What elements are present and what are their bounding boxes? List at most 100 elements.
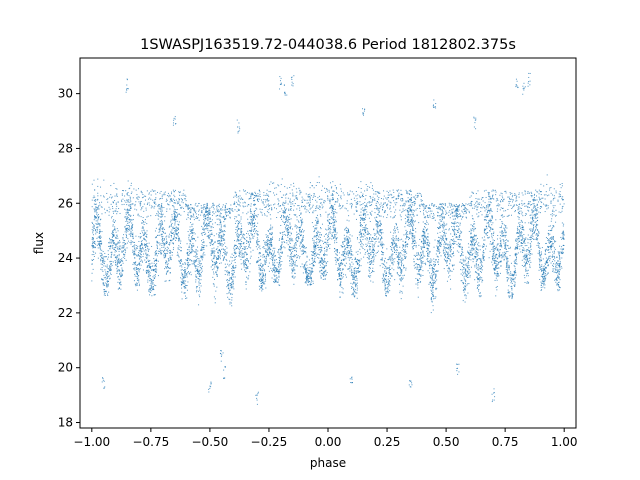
data-point bbox=[272, 253, 274, 255]
data-point bbox=[227, 263, 229, 265]
data-point bbox=[368, 252, 370, 254]
data-point bbox=[222, 230, 224, 232]
data-point bbox=[136, 255, 138, 257]
data-point bbox=[158, 204, 160, 206]
data-point bbox=[304, 269, 306, 271]
data-point bbox=[314, 249, 316, 251]
data-point bbox=[204, 254, 206, 256]
data-point bbox=[239, 249, 241, 251]
data-point bbox=[130, 243, 132, 245]
data-point bbox=[107, 277, 109, 279]
data-point bbox=[334, 240, 336, 242]
data-point bbox=[91, 254, 93, 256]
data-point bbox=[135, 201, 137, 203]
data-point bbox=[189, 240, 191, 242]
data-point bbox=[212, 211, 214, 213]
data-point bbox=[193, 244, 195, 246]
data-point bbox=[167, 247, 169, 249]
data-point bbox=[323, 271, 325, 273]
data-point bbox=[349, 244, 351, 246]
data-point bbox=[223, 215, 225, 217]
data-point bbox=[229, 298, 231, 300]
data-point bbox=[269, 183, 271, 185]
data-point bbox=[355, 258, 357, 260]
data-point bbox=[240, 234, 242, 236]
data-point bbox=[340, 188, 342, 190]
data-point bbox=[165, 262, 166, 264]
data-point bbox=[225, 208, 227, 210]
data-point bbox=[243, 253, 245, 255]
data-point bbox=[216, 275, 218, 277]
data-point bbox=[96, 223, 98, 225]
data-point bbox=[332, 194, 334, 196]
data-point bbox=[373, 244, 375, 246]
data-point bbox=[170, 235, 172, 237]
data-point bbox=[185, 259, 187, 261]
data-point bbox=[240, 233, 242, 235]
data-point bbox=[206, 207, 208, 208]
data-point bbox=[252, 249, 254, 251]
data-point bbox=[212, 283, 214, 285]
data-point bbox=[275, 271, 277, 273]
data-point bbox=[176, 227, 178, 229]
data-point bbox=[180, 264, 182, 266]
data-point bbox=[314, 195, 316, 197]
data-point bbox=[194, 261, 196, 263]
data-point bbox=[349, 264, 351, 266]
data-point bbox=[120, 281, 122, 283]
data-point bbox=[350, 254, 352, 256]
data-point bbox=[169, 208, 171, 210]
data-point bbox=[323, 199, 325, 201]
data-point bbox=[362, 247, 364, 249]
data-point bbox=[119, 249, 121, 250]
data-point bbox=[153, 260, 155, 262]
data-point bbox=[113, 242, 115, 244]
data-point bbox=[283, 217, 285, 219]
data-point bbox=[292, 203, 294, 205]
data-point bbox=[232, 269, 234, 271]
data-point bbox=[100, 186, 102, 188]
data-point bbox=[267, 265, 269, 267]
data-point bbox=[353, 282, 355, 284]
data-point bbox=[206, 217, 208, 219]
data-point bbox=[252, 226, 254, 228]
data-point bbox=[151, 290, 153, 292]
data-point bbox=[125, 201, 127, 203]
data-point bbox=[374, 208, 376, 210]
data-point bbox=[173, 206, 175, 208]
data-point bbox=[217, 246, 219, 248]
data-point bbox=[243, 243, 245, 245]
data-point bbox=[150, 286, 152, 288]
data-point bbox=[101, 206, 103, 208]
data-point bbox=[161, 239, 163, 241]
data-point bbox=[307, 196, 309, 198]
data-point bbox=[319, 260, 321, 262]
data-point bbox=[118, 247, 120, 249]
data-point bbox=[183, 189, 185, 191]
data-point bbox=[211, 240, 213, 242]
data-point bbox=[173, 247, 175, 249]
data-point bbox=[245, 248, 247, 250]
data-point bbox=[324, 191, 326, 193]
data-point bbox=[231, 267, 233, 269]
data-point bbox=[94, 200, 96, 202]
data-point bbox=[206, 228, 208, 230]
data-point bbox=[241, 230, 243, 232]
data-point bbox=[186, 218, 188, 220]
data-point bbox=[349, 263, 351, 265]
data-point bbox=[94, 215, 96, 217]
data-point bbox=[190, 252, 192, 254]
data-point bbox=[190, 230, 192, 232]
data-point bbox=[306, 277, 308, 279]
data-point bbox=[173, 233, 175, 235]
data-point bbox=[368, 255, 370, 257]
data-point bbox=[293, 256, 295, 258]
data-point bbox=[121, 273, 123, 275]
data-point bbox=[110, 185, 112, 187]
data-point bbox=[98, 236, 100, 238]
data-point bbox=[110, 256, 112, 258]
data-point bbox=[110, 269, 112, 271]
data-point bbox=[150, 284, 152, 286]
data-point bbox=[309, 275, 311, 277]
data-point bbox=[294, 272, 296, 274]
